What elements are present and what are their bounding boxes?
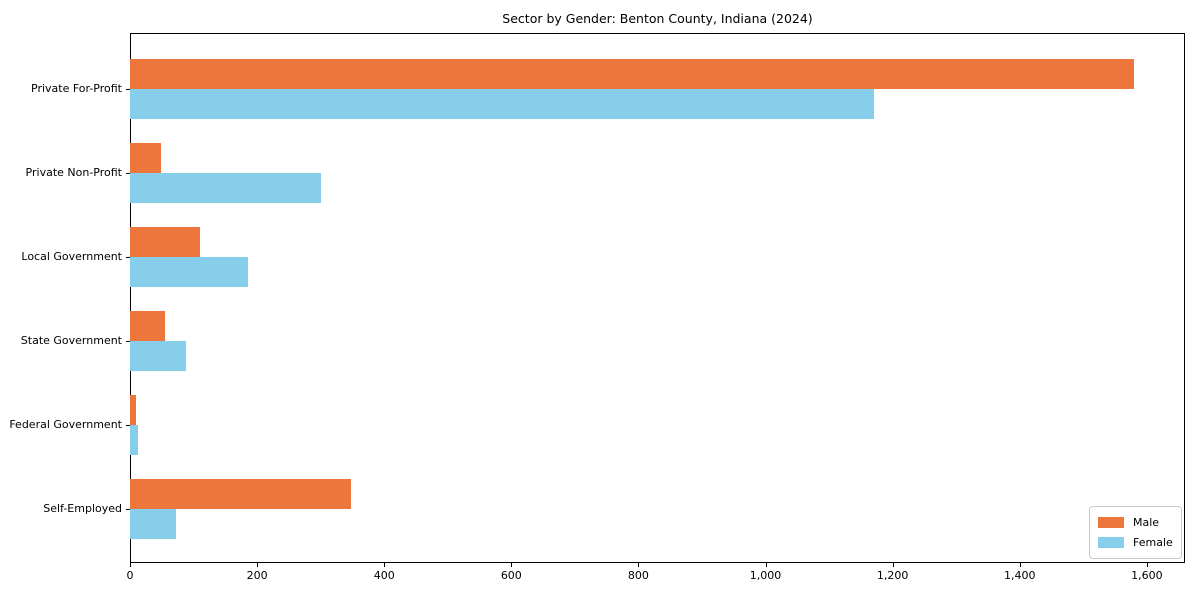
y-axis-tick: [126, 341, 130, 342]
legend-swatch-female: [1098, 536, 1124, 548]
bar-female-3: [130, 341, 186, 371]
x-axis-tick: [1019, 563, 1021, 567]
y-axis-tick: [126, 89, 130, 90]
bar-male-5: [130, 479, 352, 509]
bar-male-0: [130, 59, 1135, 89]
x-axis-label: 600: [500, 569, 522, 582]
bar-male-1: [130, 143, 161, 173]
legend-swatch-male: [1098, 516, 1124, 528]
x-axis-label: 0: [126, 569, 134, 582]
bar-female-2: [130, 257, 248, 287]
x-axis-tick: [765, 563, 767, 567]
x-axis-tick: [130, 563, 131, 567]
y-axis-tick: [126, 173, 130, 174]
x-axis-tick: [511, 563, 513, 567]
y-axis-tick: [126, 257, 130, 258]
bar-female-0: [130, 89, 874, 119]
y-axis-tick: [126, 509, 130, 510]
x-axis-tick: [638, 563, 640, 567]
legend-item-female: Female: [1098, 532, 1173, 552]
y-axis-label: Local Government: [21, 250, 122, 263]
x-axis-label: 200: [246, 569, 268, 582]
legend-label-male: Male: [1133, 515, 1160, 529]
x-axis-tick: [257, 563, 259, 567]
legend-label-female: Female: [1133, 535, 1173, 549]
y-axis-label: Federal Government: [9, 418, 122, 431]
x-axis-label: 800: [627, 569, 649, 582]
y-axis-label: Self-Employed: [43, 502, 122, 515]
legend-item-male: Male: [1098, 512, 1173, 532]
x-axis-label: 400: [373, 569, 395, 582]
chart-title: Sector by Gender: Benton County, Indiana…: [502, 11, 813, 26]
legend: Male Female: [1089, 506, 1182, 559]
x-axis-label: 1,600: [1131, 569, 1163, 582]
bar-male-4: [130, 395, 137, 425]
x-axis-tick: [892, 563, 894, 567]
y-axis-tick: [126, 425, 130, 426]
x-axis-tick: [384, 563, 386, 567]
x-axis-tick: [1146, 563, 1148, 567]
x-axis-label: 1,200: [876, 569, 909, 582]
x-axis-label: 1,400: [1004, 569, 1036, 582]
bar-female-4: [130, 425, 138, 455]
y-axis-label: Private For-Profit: [31, 82, 122, 95]
y-axis-label: State Government: [20, 334, 122, 347]
bar-female-5: [130, 509, 177, 539]
plot-area: [130, 33, 1185, 563]
x-axis-label: 1,000: [749, 569, 782, 582]
y-axis-label: Private Non-Profit: [25, 166, 122, 179]
bar-male-2: [130, 227, 200, 257]
bar-male-3: [130, 311, 165, 341]
bar-female-1: [130, 173, 321, 203]
